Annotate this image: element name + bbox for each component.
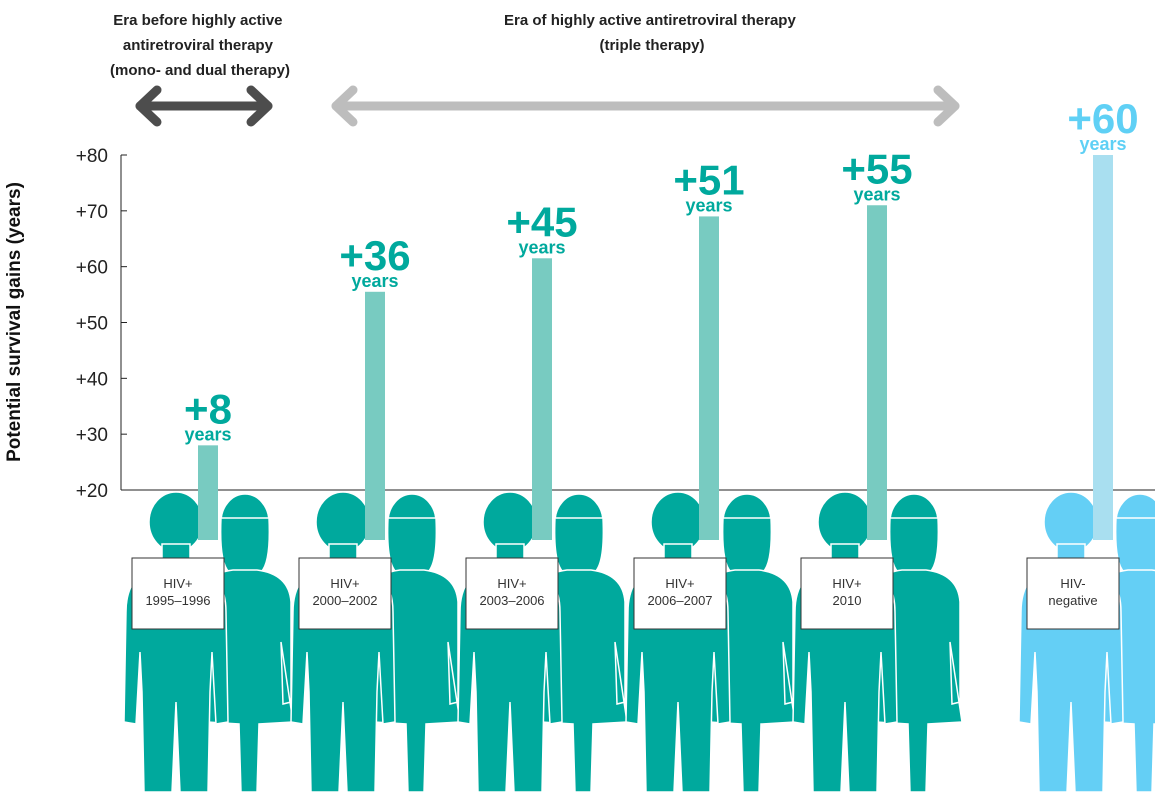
category-sign: [298, 557, 392, 630]
bar: [867, 205, 887, 540]
bar-value-label: +60: [1067, 95, 1138, 142]
era-pre-haart-title: Era before highly active antiretroviral …: [110, 12, 290, 79]
bar-unit-label: years: [518, 237, 565, 257]
bar-unit-label: years: [1079, 134, 1126, 154]
era-haart-arrow: [331, 85, 960, 127]
category-sign: [800, 557, 894, 630]
category-label: HIV+: [832, 576, 861, 591]
category-label: 2000–2002: [312, 593, 377, 608]
y-tick-label: +30: [76, 425, 108, 446]
bar-value-label: +45: [506, 198, 577, 245]
category-label: HIV+: [665, 576, 694, 591]
y-tick-label: +20: [76, 481, 108, 502]
bar-value-label: +8: [184, 385, 232, 432]
category-label: 1995–1996: [145, 593, 210, 608]
bar-unit-label: years: [351, 271, 398, 291]
category-label: HIV+: [330, 576, 359, 591]
bar: [365, 291, 385, 540]
category-label: HIV+: [163, 576, 192, 591]
category-label: negative: [1048, 593, 1097, 608]
category-sign: [465, 557, 559, 630]
category-sign: [1026, 557, 1120, 630]
category-label: 2010: [833, 593, 862, 608]
y-tick-label: +70: [76, 202, 108, 223]
bar: [532, 258, 552, 540]
era-pre-haart-arrow: [135, 85, 273, 127]
bar-value-label: +36: [339, 232, 410, 279]
y-axis-label: Potential survival gains (years): [4, 182, 25, 462]
category-label: HIV+: [497, 576, 526, 591]
category-label: 2003–2006: [479, 593, 544, 608]
y-tick-label: +60: [76, 258, 108, 279]
bar-value-label: +51: [673, 156, 744, 203]
bar: [198, 445, 218, 540]
bar-value-label: +55: [841, 145, 912, 192]
category-label: 2006–2007: [647, 593, 712, 608]
y-tick-label: +50: [76, 314, 108, 335]
category-sign: [633, 557, 727, 630]
era-haart-title: Era of highly active antiretroviral ther…: [504, 12, 800, 54]
bar-unit-label: years: [853, 184, 900, 204]
bar: [1093, 155, 1113, 540]
category-sign: [131, 557, 225, 630]
bar: [699, 216, 719, 540]
bar-unit-label: years: [184, 424, 231, 444]
bar-unit-label: years: [685, 195, 732, 215]
category-label: HIV-: [1060, 576, 1085, 591]
y-tick-label: +80: [76, 146, 108, 167]
y-tick-label: +40: [76, 369, 108, 390]
